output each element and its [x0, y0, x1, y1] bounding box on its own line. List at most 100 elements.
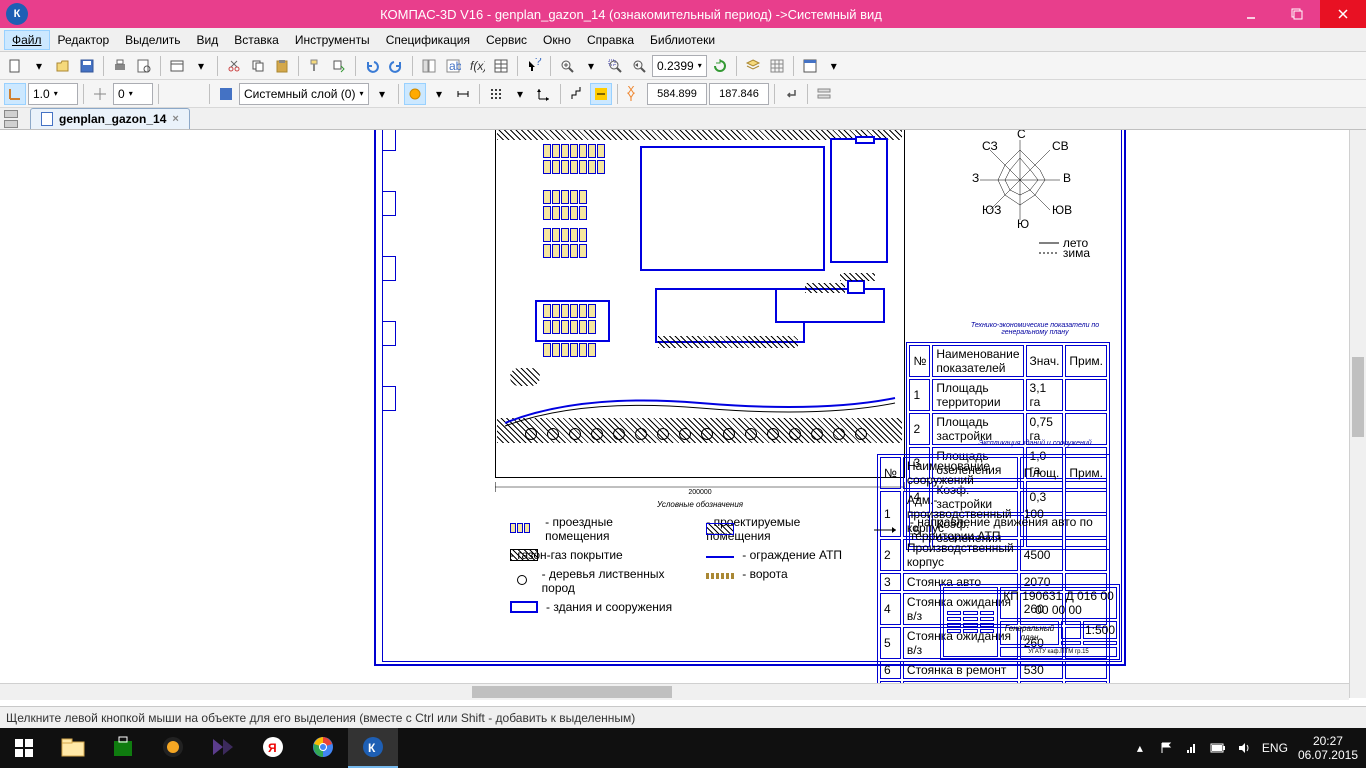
task-aimp[interactable] [148, 728, 198, 768]
scrollbar-horizontal[interactable] [0, 683, 1349, 700]
highlight-button[interactable] [590, 83, 612, 105]
zoom-in-button[interactable] [556, 55, 578, 77]
new-doc-button[interactable] [4, 55, 26, 77]
properties-button[interactable] [166, 55, 188, 77]
settings-button[interactable] [813, 83, 835, 105]
maximize-button[interactable] [1274, 0, 1320, 28]
redo-button[interactable] [385, 55, 407, 77]
task-explorer[interactable] [48, 728, 98, 768]
tray-flag-icon[interactable] [1158, 740, 1174, 756]
app-icon: К [6, 3, 28, 25]
manager-button[interactable] [418, 55, 440, 77]
task-chrome[interactable] [298, 728, 348, 768]
menu-window[interactable]: Окно [535, 30, 579, 50]
grid-snap-button[interactable] [485, 83, 507, 105]
svg-text:Я: Я [268, 741, 277, 755]
format-paint-button[interactable] [304, 55, 326, 77]
start-button[interactable] [0, 728, 48, 768]
window-tile-button[interactable] [799, 55, 821, 77]
tray-lang[interactable]: ENG [1262, 741, 1288, 755]
status-text: Щелкните левой кнопкой мыши на объекте д… [6, 711, 635, 725]
fx-button[interactable]: f(x) [466, 55, 488, 77]
table-button[interactable] [490, 55, 512, 77]
copy-button[interactable] [247, 55, 269, 77]
enter-button[interactable] [780, 83, 802, 105]
tray-volume-icon[interactable] [1236, 740, 1252, 756]
menu-view[interactable]: Вид [189, 30, 227, 50]
undo-button[interactable] [361, 55, 383, 77]
refresh-button[interactable] [709, 55, 731, 77]
task-kompas[interactable]: К [348, 728, 398, 768]
close-button[interactable] [1320, 0, 1366, 28]
snap-step-dropdown[interactable]: 0▾ [113, 83, 153, 105]
dim-button[interactable] [452, 83, 474, 105]
save-button[interactable] [76, 55, 98, 77]
panel-toggle-icons[interactable] [4, 110, 18, 128]
site-plan: 200000 [495, 130, 905, 478]
menu-help[interactable]: Справка [579, 30, 642, 50]
help-arrow-button[interactable]: ? [523, 55, 545, 77]
dropdown-arrow[interactable]: ▾ [28, 55, 50, 77]
menu-tools[interactable]: Инструменты [287, 30, 378, 50]
task-media[interactable] [198, 728, 248, 768]
task-yandex[interactable]: Я [248, 728, 298, 768]
dropdown-arrow[interactable]: ▾ [509, 83, 531, 105]
dropdown-arrow[interactable]: ▾ [580, 55, 602, 77]
zoom-area-button[interactable] [604, 55, 626, 77]
tray-clock[interactable]: 20:27 06.07.2015 [1298, 734, 1358, 762]
menu-select[interactable]: Выделить [117, 30, 188, 50]
toolbar-secondary: 1.0▾ 0▾ Системный слой (0)▾ ▾ ▾ ▾ XY [0, 80, 1366, 108]
menu-insert[interactable]: Вставка [226, 30, 287, 50]
snap-button[interactable] [89, 83, 111, 105]
ortho-button[interactable] [4, 83, 26, 105]
zoom-prev-button[interactable] [628, 55, 650, 77]
style-button[interactable] [404, 83, 426, 105]
tab-close-button[interactable]: × [172, 113, 178, 125]
toolbar-main: ▾ ▾ ab f(x) ? ▾ 0.2399▾ ▾ [0, 52, 1366, 80]
copy-props-button[interactable] [328, 55, 350, 77]
menu-service[interactable]: Сервис [478, 30, 535, 50]
grid-toggle-button[interactable] [766, 55, 788, 77]
task-store[interactable] [98, 728, 148, 768]
preview-button[interactable] [133, 55, 155, 77]
step-button[interactable] [566, 83, 588, 105]
layers-button[interactable] [742, 55, 764, 77]
window-title: КОМПАС-3D V16 - genplan_gazon_14 (ознако… [34, 7, 1228, 22]
dropdown-arrow[interactable]: ▾ [428, 83, 450, 105]
cut-button[interactable] [223, 55, 245, 77]
taskbar: Я К ▴ ENG 20:27 06.07.2015 [0, 728, 1366, 768]
svg-text:З: З [972, 171, 979, 185]
layer-color-button[interactable] [215, 83, 237, 105]
dropdown-arrow[interactable]: ▾ [371, 83, 393, 105]
tray-network-icon[interactable] [1184, 740, 1200, 756]
coord-y-input[interactable] [709, 83, 769, 105]
menu-spec[interactable]: Спецификация [378, 30, 478, 50]
open-button[interactable] [52, 55, 74, 77]
system-tray: ▴ ENG 20:27 06.07.2015 [1132, 734, 1366, 762]
tray-battery-icon[interactable] [1210, 740, 1226, 756]
tray-up-icon[interactable]: ▴ [1132, 740, 1148, 756]
line-weight-dropdown[interactable]: 1.0▾ [28, 83, 78, 105]
svg-text:ab: ab [449, 59, 461, 73]
menu-file[interactable]: Файл [4, 30, 50, 50]
paste-button[interactable] [271, 55, 293, 77]
menu-libraries[interactable]: Библиотеки [642, 30, 723, 50]
coord-sys-button[interactable] [533, 83, 555, 105]
layer-dropdown[interactable]: Системный слой (0)▾ [239, 83, 369, 105]
canvas-area[interactable]: 200000 СВ ЮЗ СВЮВ ЮЗСЗ лето зима Технико… [0, 130, 1366, 700]
scrollbar-vertical[interactable] [1349, 130, 1366, 698]
dropdown-arrow[interactable]: ▾ [823, 55, 845, 77]
menu-editor[interactable]: Редактор [50, 30, 118, 50]
xy-label: XY [623, 83, 645, 105]
zoom-value-dropdown[interactable]: 0.2399▾ [652, 55, 707, 77]
title-block: КП 190631 Д 016 00 00 00 00 Генеральный … [940, 584, 1120, 660]
variables-button[interactable]: ab [442, 55, 464, 77]
print-button[interactable] [109, 55, 131, 77]
coord-x-input[interactable] [647, 83, 707, 105]
svg-text:С: С [1017, 130, 1026, 141]
svg-text:СЗ: СЗ [982, 139, 998, 153]
doc-icon [41, 112, 53, 126]
minimize-button[interactable] [1228, 0, 1274, 28]
dropdown-arrow[interactable]: ▾ [190, 55, 212, 77]
document-tab[interactable]: genplan_gazon_14 × [30, 108, 190, 129]
